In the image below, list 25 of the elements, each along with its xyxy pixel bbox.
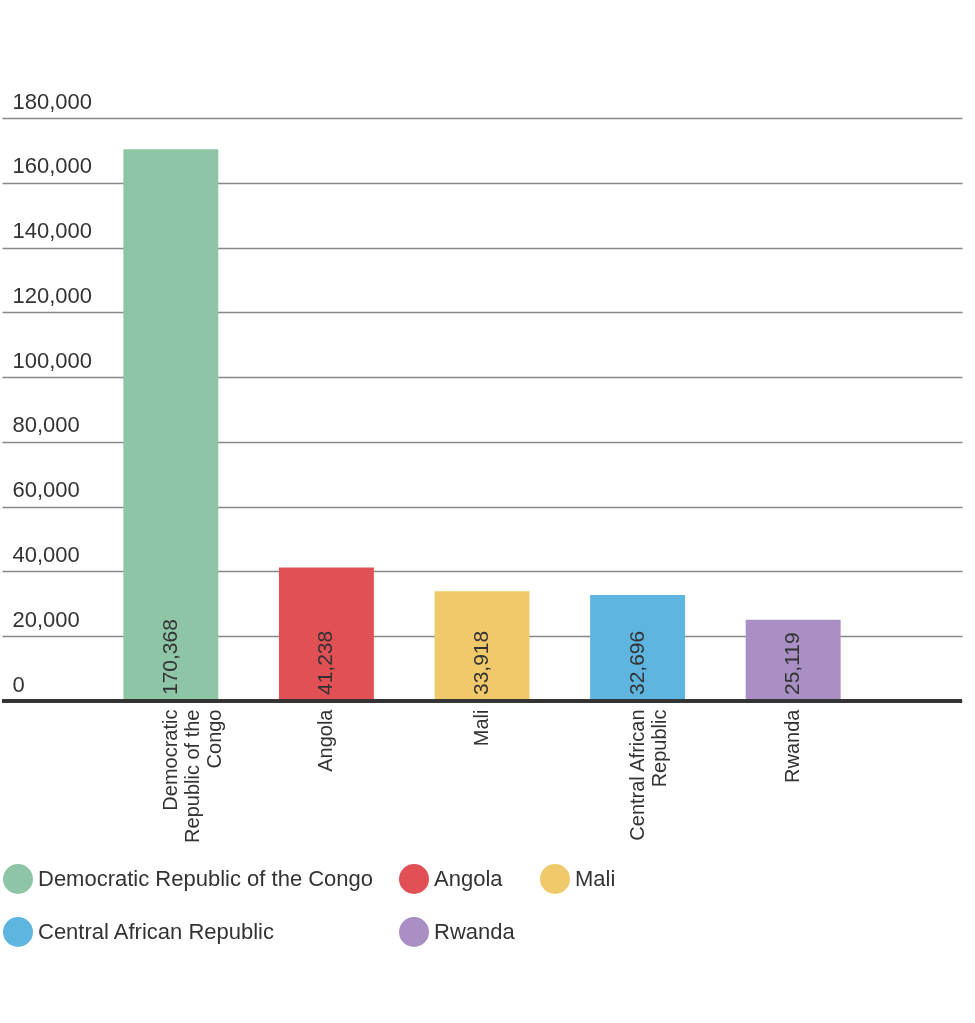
legend-label: Democratic Republic of the Congo bbox=[38, 866, 374, 891]
y-tick-label: 20,000 bbox=[12, 606, 80, 632]
x-tick-label: Mali bbox=[470, 709, 492, 747]
data-label: 33,918 bbox=[469, 630, 492, 695]
data-label: 25,119 bbox=[780, 632, 804, 695]
legend-label: Central African Republic bbox=[38, 919, 275, 944]
y-tick-label: 140,000 bbox=[12, 218, 93, 244]
y-tick-label: 100,000 bbox=[12, 347, 93, 373]
legend-label: Angola bbox=[434, 866, 504, 891]
y-tick-label: 160,000 bbox=[12, 153, 93, 179]
x-tick-label: Central African Republic bbox=[625, 709, 670, 841]
y-tick-label: 120,000 bbox=[12, 282, 93, 308]
y-tick-label: 60,000 bbox=[12, 477, 80, 503]
legend-label: Rwanda bbox=[434, 919, 516, 944]
legend-label: Mali bbox=[575, 866, 616, 891]
data-label: 41,238 bbox=[313, 630, 337, 695]
y-tick-label: 80,000 bbox=[12, 412, 80, 438]
x-tick-label: Rwanda bbox=[781, 708, 804, 783]
y-tick-label: 180,000 bbox=[12, 88, 93, 114]
x-tick-label: Democratic Republic of the Congo bbox=[158, 709, 225, 843]
y-tick-label: 40,000 bbox=[12, 541, 80, 567]
data-label: 32,696 bbox=[624, 630, 648, 695]
y-tick-label: 0 bbox=[12, 671, 25, 697]
data-label: 170,368 bbox=[157, 619, 181, 695]
x-tick-label: Angola bbox=[314, 708, 337, 772]
